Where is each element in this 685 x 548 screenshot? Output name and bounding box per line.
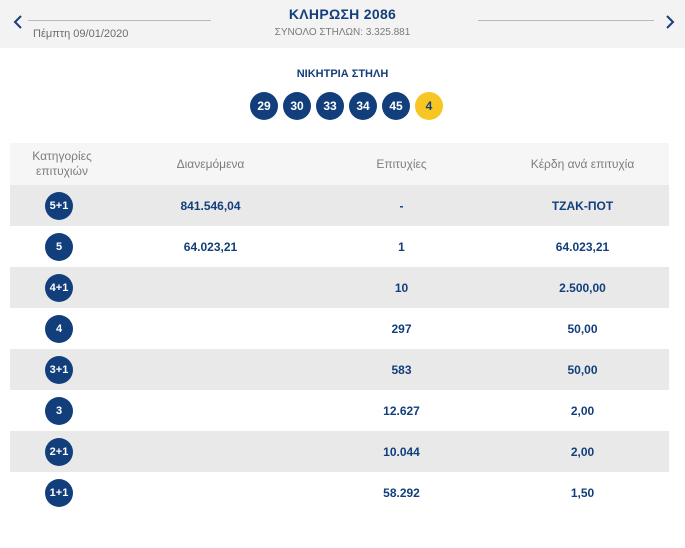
joker-ball: 4 <box>415 92 443 120</box>
prize-cell: 2,00 <box>570 403 595 418</box>
prize-cell: 1,50 <box>570 485 595 500</box>
prize-cell: ΤΖΑΚ-ΠΟΤ <box>551 198 614 213</box>
prize-cell: 2.500,00 <box>559 280 606 295</box>
header-winners: Επιτυχίες <box>376 157 427 171</box>
header-distributed: Διανεμόμενα <box>176 157 245 171</box>
winners-cell: 1 <box>398 239 405 254</box>
category-badge: 4 <box>45 314 73 343</box>
table-row: 2+1 10.044 2,00 <box>10 431 669 472</box>
category-badge: 2+1 <box>45 437 73 466</box>
winning-number-ball: 34 <box>349 92 377 120</box>
prize-cell: 50,00 <box>567 321 598 336</box>
winning-number-ball: 45 <box>382 92 410 120</box>
header-divider-left <box>28 20 211 21</box>
category-badge: 5 <box>45 232 73 261</box>
prize-cell: 2,00 <box>570 444 595 459</box>
winners-cell: 10.044 <box>383 444 420 459</box>
header-divider-right <box>478 20 654 21</box>
category-badge: 4+1 <box>45 273 73 302</box>
winners-cell: 583 <box>391 362 412 377</box>
prize-table-header: Κατηγορίες επιτυχιών Διανεμόμενα Επιτυχί… <box>10 143 669 185</box>
category-badge: 5+1 <box>45 191 73 220</box>
chevron-left-icon[interactable] <box>8 10 28 34</box>
winning-numbers: 29 30 33 34 45 4 <box>250 92 443 120</box>
prize-cell: 64.023,21 <box>555 239 610 254</box>
category-badge: 3+1 <box>45 355 73 384</box>
header-prize: Κέρδη ανά επιτυχία <box>530 157 635 171</box>
table-row: 1+1 58.292 1,50 <box>10 472 669 513</box>
draw-header: Πέμπτη 09/01/2020 ΚΛΗΡΩΣΗ 2086 ΣΥΝΟΛΟ ΣΤ… <box>0 0 685 48</box>
winners-cell: 10 <box>394 280 409 295</box>
winners-cell: - <box>399 198 404 213</box>
winning-column-title: ΝΙΚΗΤΡΙΑ ΣΤΗΛΗ <box>296 68 389 80</box>
header-category: Κατηγορίες επιτυχιών <box>32 149 92 178</box>
table-row: 3 12.627 2,00 <box>10 390 669 431</box>
distributed-cell: 64.023,21 <box>183 239 238 254</box>
category-badge: 3 <box>45 396 73 425</box>
table-row: 4+1 10 2.500,00 <box>10 267 669 308</box>
draw-columns-total: ΣΥΝΟΛΟ ΣΤΗΛΩΝ: 3.325.881 <box>274 27 411 38</box>
category-badge: 1+1 <box>45 478 73 507</box>
prize-cell: 50,00 <box>567 362 598 377</box>
winning-number-ball: 29 <box>250 92 278 120</box>
table-row: 5 64.023,21 1 64.023,21 <box>10 226 669 267</box>
winners-cell: 58.292 <box>383 485 420 500</box>
draw-title: ΚΛΗΡΩΣΗ 2086 <box>288 6 397 22</box>
winning-number-ball: 33 <box>316 92 344 120</box>
chevron-right-icon[interactable] <box>660 10 680 34</box>
winning-number-ball: 30 <box>283 92 311 120</box>
draw-date: Πέμπτη 09/01/2020 <box>33 28 129 40</box>
table-row: 5+1 841.546,04 - ΤΖΑΚ-ΠΟΤ <box>10 185 669 226</box>
table-row: 3+1 583 50,00 <box>10 349 669 390</box>
distributed-cell: 841.546,04 <box>180 198 241 213</box>
table-row: 4 297 50,00 <box>10 308 669 349</box>
winners-cell: 297 <box>391 321 412 336</box>
prize-table: Κατηγορίες επιτυχιών Διανεμόμενα Επιτυχί… <box>10 143 669 513</box>
winners-cell: 12.627 <box>383 403 420 418</box>
